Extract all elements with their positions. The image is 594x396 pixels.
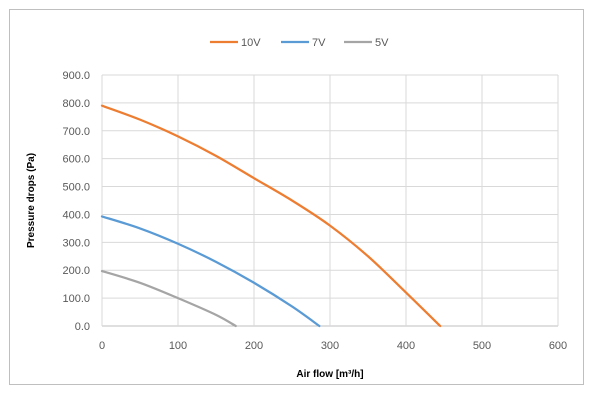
series-lines — [102, 106, 440, 326]
y-tick-label: 500.0 — [62, 182, 90, 194]
x-tick-label: 300 — [321, 340, 339, 352]
x-tick-label: 600 — [549, 340, 567, 352]
x-tick-label: 400 — [397, 340, 415, 352]
x-axis-label: Air flow [m³/h] — [296, 369, 363, 380]
y-tick-label: 100.0 — [62, 293, 90, 305]
legend-label-10v: 10V — [241, 37, 261, 49]
y-tick-label: 300.0 — [62, 237, 90, 249]
y-tick-label: 700.0 — [62, 126, 90, 138]
x-tick-label: 200 — [245, 340, 263, 352]
y-axis-ticks: 0.0 100.0 200.0 300.0 400.0 500.0 600.0 700.0 80… — [62, 70, 90, 333]
y-tick-label: 900.0 — [62, 70, 90, 82]
y-axis-label: Pressure drops (Pa) — [26, 153, 37, 248]
x-tick-label: 100 — [169, 340, 187, 352]
x-tick-label: 500 — [473, 340, 491, 352]
series-line-7v — [102, 216, 319, 326]
legend-label-5v: 5V — [375, 37, 389, 49]
x-tick-label: 0 — [99, 340, 105, 352]
y-tick-label: 600.0 — [62, 154, 90, 166]
x-axis-ticks: 0 100 200 300 400 500 600 — [99, 340, 567, 352]
y-tick-label: 400.0 — [62, 209, 90, 221]
y-tick-label: 800.0 — [62, 98, 90, 110]
legend: 10V 7V 5V — [210, 37, 389, 49]
grid — [102, 75, 558, 326]
y-tick-label: 0.0 — [75, 321, 90, 333]
legend-label-7v: 7V — [312, 37, 326, 49]
y-tick-label: 200.0 — [62, 265, 90, 277]
